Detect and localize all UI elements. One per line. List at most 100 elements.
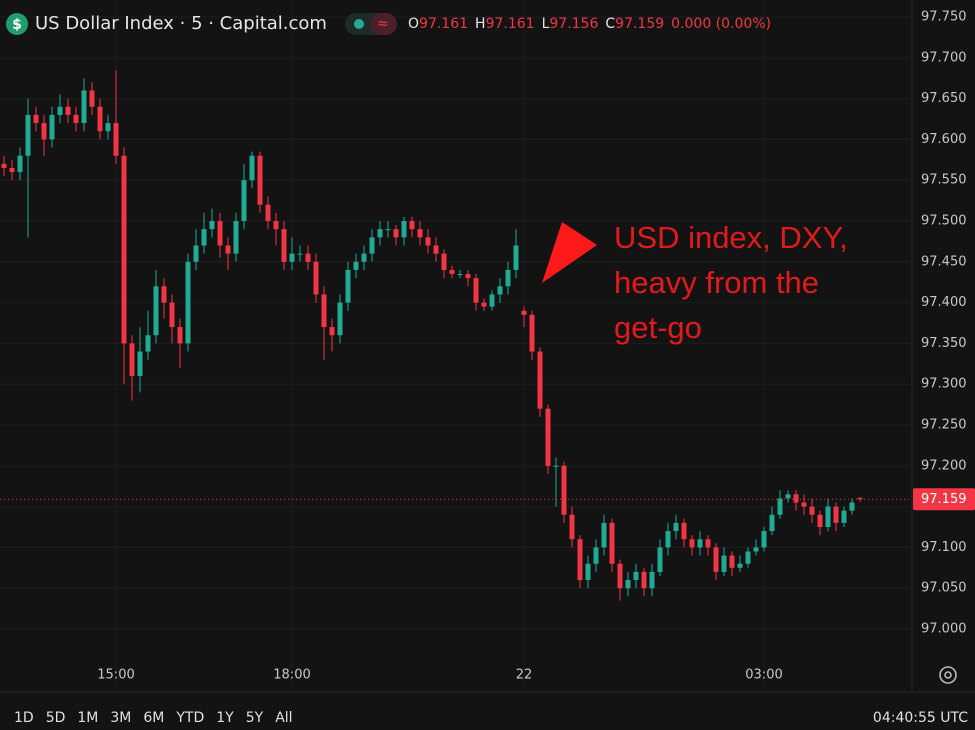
candle-body [817,514,823,527]
candle-body [89,90,95,107]
symbol-logo-glyph: $ [12,17,22,33]
y-tick-label: 97.300 [921,377,967,392]
candle-body [361,253,367,262]
clock: 04:40:55 UTC [873,710,968,726]
candle-body [65,106,71,115]
candle-body [113,123,119,156]
candle-body [633,571,639,581]
range-button[interactable]: 5D [46,710,66,726]
header-title: US Dollar Index · 5 · Capital.com [35,13,327,34]
candle-body [17,155,23,173]
ohlc-value: 97.161 [419,16,468,32]
range-button[interactable]: 6M [143,710,164,726]
candle-body [193,245,199,262]
annotation-line: USD index, DXY, [614,220,848,255]
candle-body [657,547,663,572]
annotation-line: get-go [614,310,702,345]
range-button[interactable]: All [275,710,292,726]
candle-body [569,514,575,540]
candle-body [313,261,319,295]
candle-body [145,335,151,352]
ohlc-key: O [408,16,419,32]
candle-body [521,310,527,315]
candle-body [777,498,783,515]
candle-body [513,245,519,270]
candle-body [745,551,751,564]
candle-body [537,351,543,409]
candle-body [289,253,295,262]
candle-body [137,351,143,377]
range-button[interactable]: 5Y [246,710,264,726]
candle-body [225,245,231,254]
candle-body [601,522,607,548]
candle-body [169,302,175,328]
candle-body [25,114,31,156]
range-button[interactable]: 3M [110,710,131,726]
candle-body [857,497,863,500]
candle-body [769,514,775,532]
last-price-label: 97.159 [921,492,967,507]
x-tick-label: 22 [516,668,533,683]
range-button[interactable]: 1D [14,710,34,726]
y-tick-label: 97.650 [921,91,967,106]
y-tick-label: 97.500 [921,214,967,229]
candle-body [241,180,247,221]
candle-body [129,343,135,377]
candle-body [705,539,711,548]
candle-body [233,221,239,254]
ohlc-key: C [605,16,615,32]
candle-body [849,502,855,511]
status-dot [354,19,364,29]
y-tick-label: 97.600 [921,132,967,147]
range-button[interactable]: 1Y [216,710,234,726]
candle-body [177,327,183,344]
candle-body [73,114,79,124]
y-tick-label: 97.750 [921,10,967,25]
settings-icon[interactable] [939,666,957,684]
candle-body [417,229,423,238]
toolbar: 1D 5D 1M 3M 6M YTD 1Y 5Y All 04:40:55 UTC [14,710,968,726]
candle-body [81,90,87,124]
candle-body [801,502,807,507]
candle-body [9,167,15,173]
y-tick-label: 97.400 [921,295,967,310]
candle-body [305,253,311,262]
candle-body [809,506,815,515]
candle-body [473,278,479,303]
y-tick-label: 97.250 [921,418,967,433]
candle-body [609,522,615,564]
last-price-tag [913,488,975,511]
x-tick-label: 15:00 [97,668,134,683]
candle-body [641,571,647,589]
candle-body [441,253,447,270]
candle-body [577,539,583,581]
x-tick-label: 03:00 [745,668,782,683]
candle-body [753,547,759,552]
candle-body [201,229,207,246]
candle-body [465,274,471,279]
candle-body [329,327,335,336]
y-tick-label: 97.100 [921,540,967,555]
ohlc-change: 0.000 (0.00%) [671,16,771,32]
y-tick-label: 97.550 [921,173,967,188]
candle-body [649,571,655,589]
candle-body [385,229,391,231]
annotation: USD index, DXY, heavy from the get-go [614,220,848,345]
candle-body [425,237,431,246]
range-button[interactable]: YTD [175,710,204,726]
candle-body [545,408,551,466]
candle-body [665,531,671,548]
candle-body [553,465,559,467]
y-tick-label: 97.050 [921,581,967,596]
candle-body [345,269,351,303]
range-button[interactable]: 1M [77,710,98,726]
ohlc-readout: O 97.161 H 97.161 L 97.156 C 97.159 0.000 (0.00%… [408,16,771,32]
candle-body [377,229,383,238]
ohlc-key: H [475,16,486,32]
status-toggle[interactable] [370,13,397,35]
ohlc-value: 97.161 [486,16,535,32]
y-tick-label: 97.450 [921,254,967,269]
candle-body [585,563,591,581]
candle-body [409,221,415,230]
